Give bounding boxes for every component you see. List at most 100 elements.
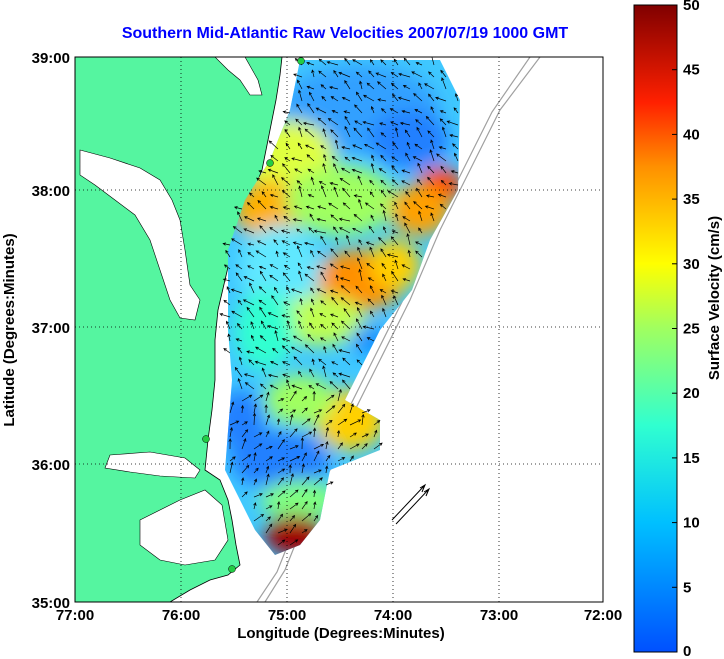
velocity-arrow [389,108,399,114]
velocity-arrow [361,433,370,438]
velocity-arrow [366,82,375,90]
velocity-arrow [298,89,303,102]
velocity-arrow [407,249,411,258]
velocity-arrow [281,345,291,354]
velocity-arrow [439,110,447,114]
velocity-arrow [277,513,284,522]
map-title: Southern Mid-Atlantic Raw Velocities 200… [122,25,569,42]
colorbar-tick-label: 15 [683,450,700,467]
velocity-arrow [265,473,270,486]
velocity-arrow [341,379,351,390]
velocity-arrow [296,180,303,186]
velocity-arrow [338,71,351,78]
colorbar-tick-label: 20 [683,385,700,402]
station-marker [202,435,210,443]
velocity-arrow [253,394,264,402]
velocity-arrow [359,80,363,90]
velocity-arrow [354,120,363,126]
velocity-arrow [406,141,411,150]
velocity-arrow [304,241,315,246]
velocity-arrow [320,185,327,198]
velocity-arrow [401,180,411,186]
velocity-arrow [438,146,447,150]
velocity-arrow [265,516,271,522]
velocity-arrow [311,69,315,78]
velocity-arrow [225,249,231,258]
velocity-arrow [256,177,267,186]
velocity-arrow [306,154,315,162]
velocity-arrow [253,403,257,414]
velocity-arrow [333,69,339,78]
velocity-arrow [318,70,327,78]
velocity-arrow [413,200,423,210]
velocity-arrow [427,176,435,186]
velocity-arrow [289,502,299,510]
colorbar-tick-label: 45 [683,62,700,79]
velocity-arrow [312,427,317,438]
velocity-arrow [357,175,363,186]
velocity-arrow [337,442,343,450]
velocity-arrow [417,162,423,174]
velocity-arrow [375,72,387,78]
velocity-arrow [237,211,243,222]
velocity-arrow [337,418,348,426]
velocity-arrow [253,493,263,498]
velocity-arrow [402,216,411,222]
x-tick-label: 74:00 [374,607,412,624]
velocity-arrow [357,246,363,258]
velocity-arrow [267,312,279,318]
velocity-arrow [352,227,363,234]
velocity-arrow [228,438,232,450]
velocity-arrow [394,259,399,270]
velocity-arrow [330,129,339,138]
velocity-arrow [335,274,339,282]
velocity-arrow [280,229,291,234]
x-tick-label: 77:00 [56,607,94,624]
velocity-arrow [242,299,255,306]
velocity-arrow [398,72,411,78]
velocity-arrow [331,155,339,162]
velocity-arrow [412,156,423,162]
velocity-arrow [269,227,279,234]
velocity-arrow [375,142,387,150]
velocity-arrow [301,488,308,498]
colorbar-tick-label: 40 [683,126,700,143]
velocity-arrow [330,214,339,222]
velocity-arrow [289,489,299,498]
velocity-arrow [349,419,362,426]
velocity-arrow [282,110,291,114]
velocity-arrow [354,104,363,114]
velocity-arrow [307,333,315,342]
velocity-arrow [310,287,315,294]
velocity-arrow [344,80,351,90]
velocity-arrow [304,344,315,354]
velocity-arrow [343,307,351,318]
velocity-arrow [282,272,291,282]
velocity-arrow [300,437,305,450]
velocity-arrow [265,465,270,474]
velocity-arrow [390,82,399,90]
velocity-arrow [319,313,327,318]
velocity-arrow [283,215,291,222]
velocity-arrow [292,335,303,342]
x-tick-label: 76:00 [162,607,200,624]
velocity-arrow [265,505,273,510]
velocity-arrow [453,107,459,114]
velocity-arrow [357,257,363,270]
velocity-arrow [367,127,375,138]
station-marker [297,57,305,65]
velocity-arrow [416,126,423,138]
velocity-arrow [230,288,243,294]
velocity-arrow [405,152,411,162]
velocity-arrow [291,157,303,162]
velocity-arrow [313,501,317,510]
velocity-arrow [253,432,263,438]
colorbar-tick-label: 30 [683,256,700,273]
velocity-arrow [256,240,267,246]
velocity-arrow [382,307,387,318]
velocity-arrow [253,467,259,474]
velocity-arrow [379,289,387,294]
velocity-arrow [355,71,363,78]
velocity-arrow [370,105,375,114]
velocity-arrow [247,252,255,258]
